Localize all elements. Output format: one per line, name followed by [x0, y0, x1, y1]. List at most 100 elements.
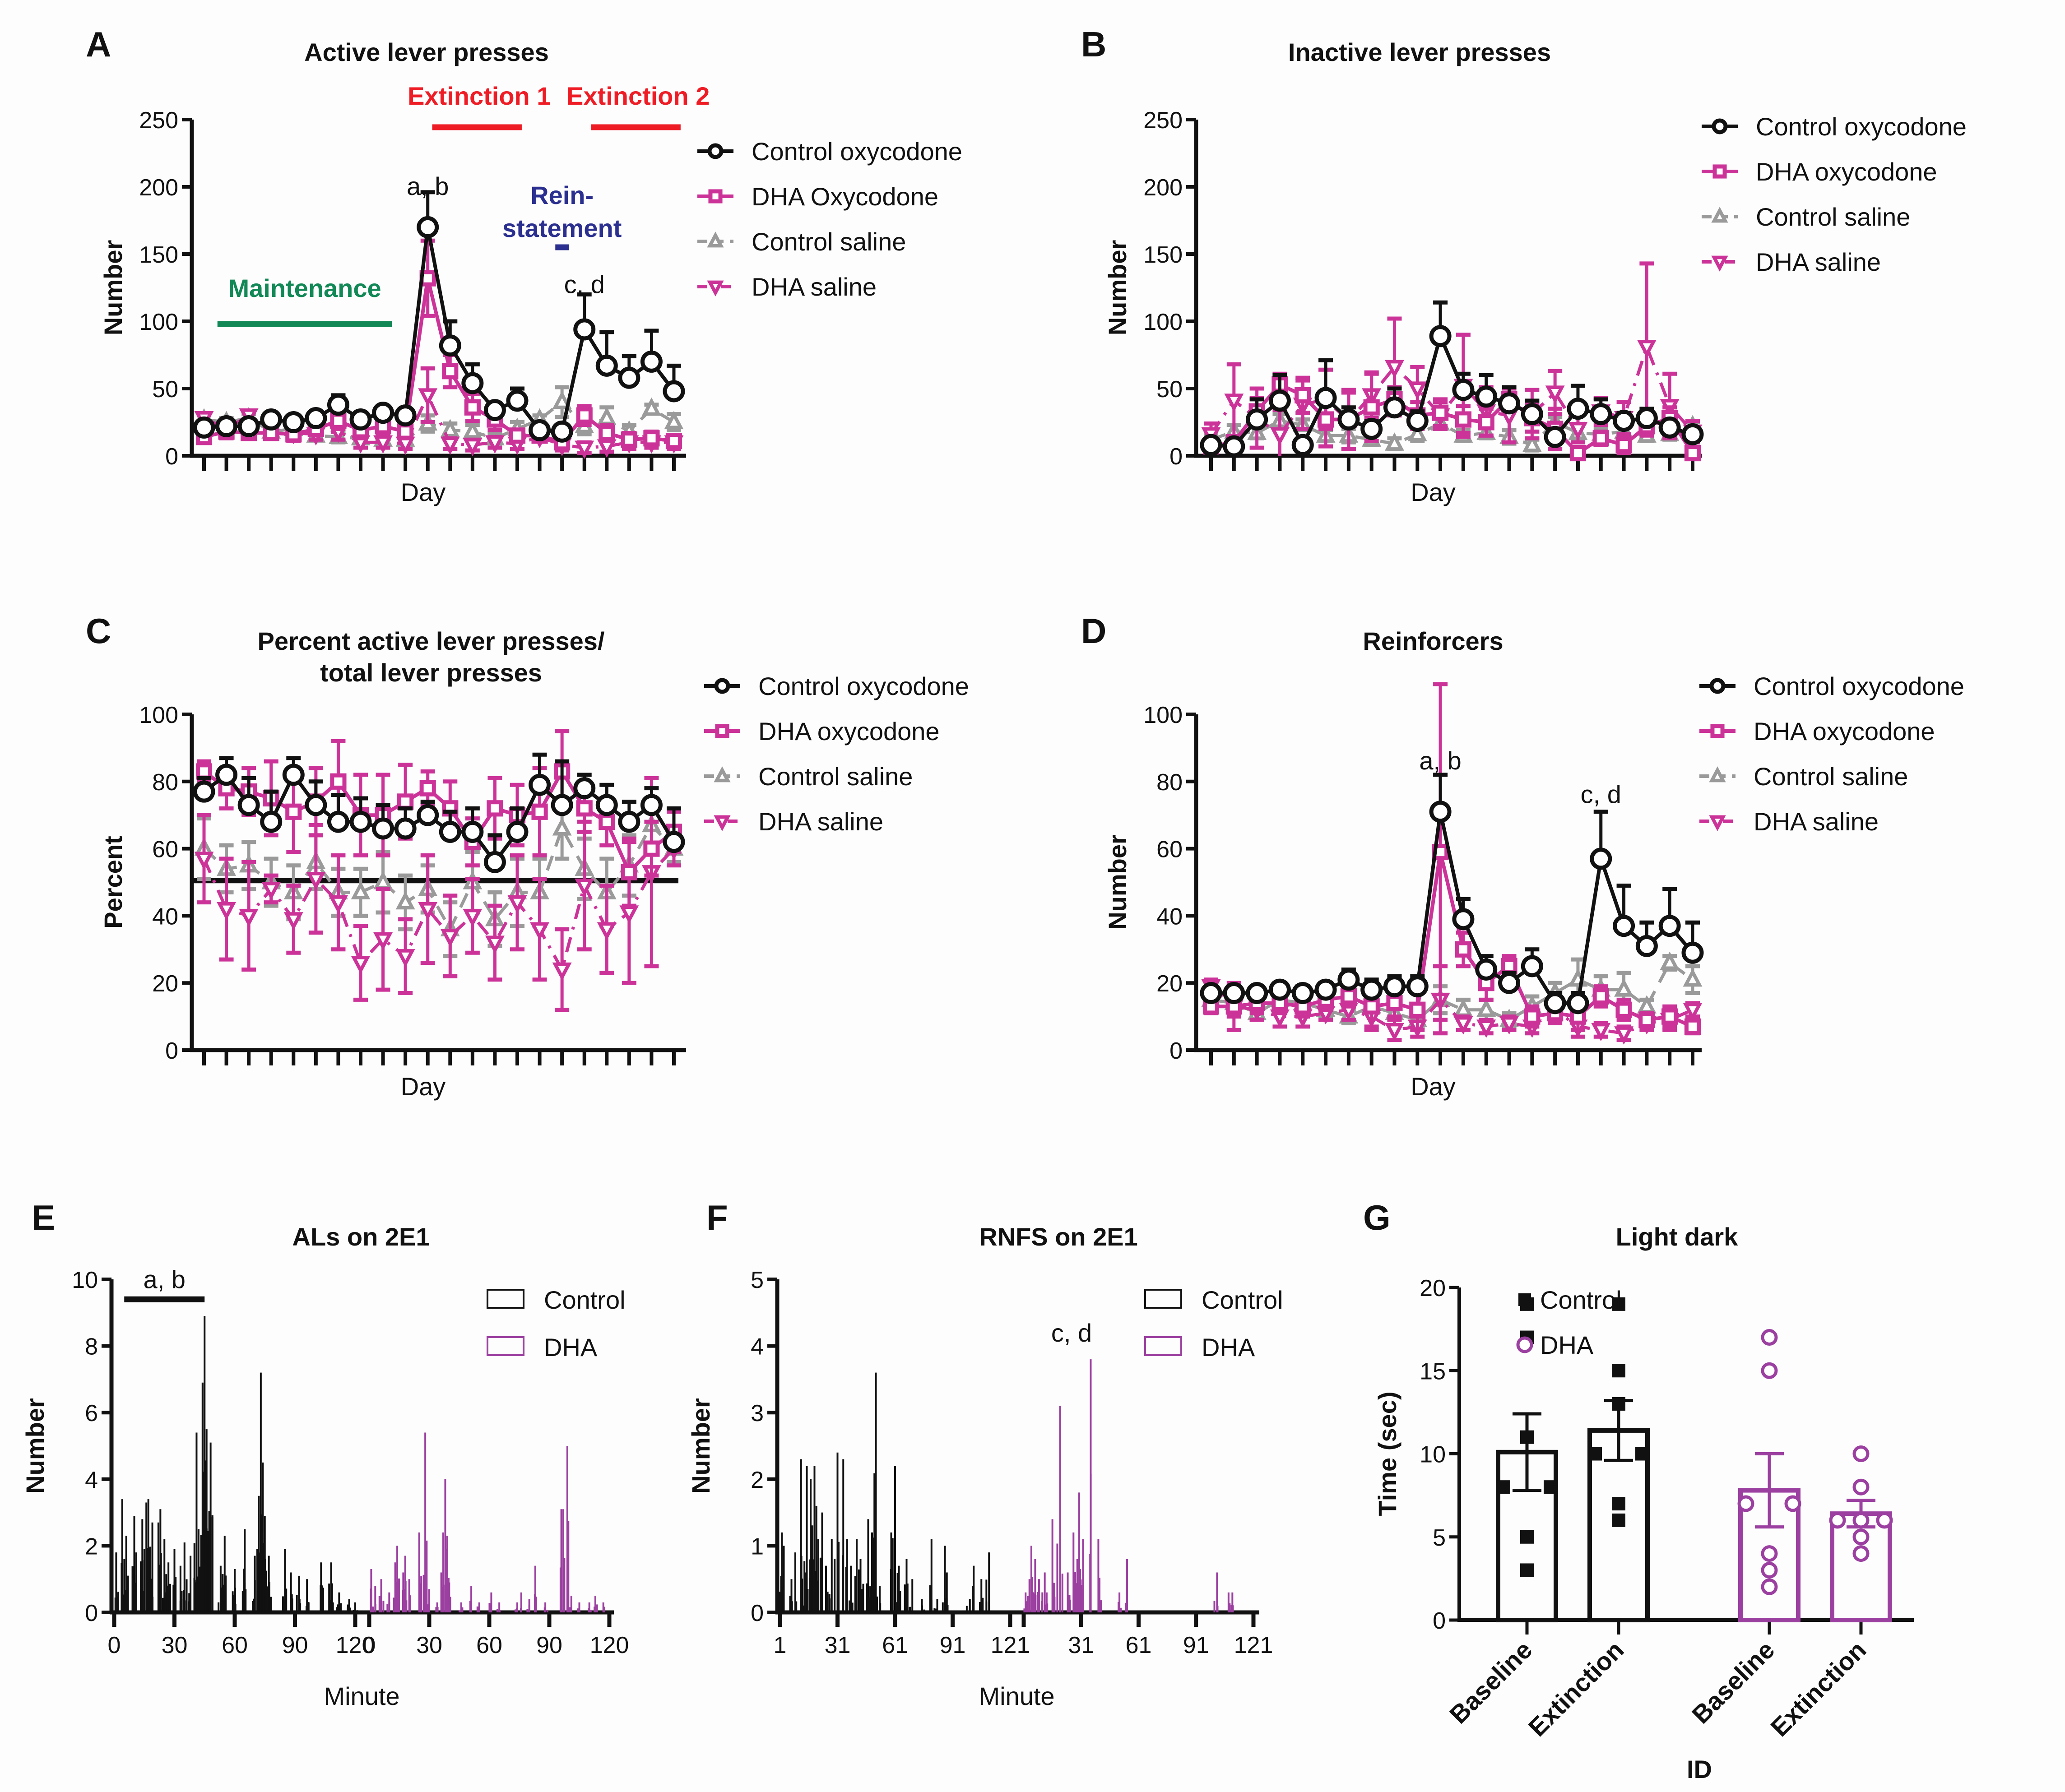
data-point — [483, 399, 506, 421]
legend: Control oxycodone DHA oxycodone Control sa… — [1699, 672, 1964, 836]
axes: 0 50 100 150 200 250 Day Number — [99, 107, 686, 506]
y-tick-label: 80 — [152, 769, 178, 796]
data-point — [282, 411, 305, 433]
legend-label: DHA oxycodone — [758, 717, 940, 746]
legend-marker-icon — [1711, 207, 1728, 223]
data-point — [1684, 1018, 1701, 1035]
series-control-oxycodone — [193, 190, 685, 443]
legend-label: DHA — [544, 1333, 598, 1361]
data-point — [1246, 982, 1268, 1005]
axes: 0 20 40 60 80 100 Day Percent — [99, 702, 686, 1101]
y-tick-label: 5 — [1433, 1525, 1446, 1551]
data-point — [1521, 955, 1543, 977]
y-tick-label: 200 — [1143, 175, 1183, 201]
y-tick-label: 1 — [751, 1533, 764, 1560]
legend-label: DHA saline — [1754, 807, 1879, 836]
data-point — [193, 416, 215, 439]
data-point — [1613, 915, 1635, 937]
data-point — [351, 881, 371, 899]
data-point — [395, 891, 415, 910]
data-point — [372, 817, 394, 840]
legend-swatch-icon — [487, 1336, 524, 1356]
data-point — [621, 431, 637, 448]
data-point — [599, 425, 615, 441]
data-point — [351, 955, 371, 974]
data-point — [506, 820, 529, 843]
y-tick-label: 2 — [751, 1467, 764, 1493]
data-point — [1737, 1495, 1754, 1512]
chart-title: ALs on 2E1 — [292, 1222, 430, 1251]
data-point — [461, 372, 484, 394]
legend-marker-icon — [714, 766, 731, 783]
data-point — [1681, 423, 1704, 445]
data-point — [417, 216, 439, 238]
data-point — [397, 793, 414, 810]
x-tick-label: 0 — [108, 1632, 121, 1658]
series-control — [1496, 1297, 1650, 1622]
series-dha — [1023, 1359, 1234, 1612]
x-tick-label: 61 — [1126, 1632, 1152, 1658]
data-point — [1612, 1397, 1625, 1411]
significance-annotation: a, b — [1419, 746, 1461, 775]
legend-marker-icon — [1712, 118, 1728, 134]
data-point — [1497, 1480, 1510, 1494]
data-point — [1498, 972, 1521, 994]
data-point — [1829, 1512, 1846, 1529]
data-point — [507, 895, 527, 914]
legend-square-icon — [1518, 1293, 1531, 1306]
legend-label: Control saline — [752, 227, 906, 256]
chart-title: Reinforcers — [1363, 627, 1503, 655]
x-tick-label: 1 — [774, 1632, 787, 1658]
panel-label: A — [86, 24, 111, 64]
series-control — [778, 1372, 990, 1612]
legend-marker-icon — [714, 815, 731, 831]
data-point — [328, 895, 348, 914]
data-point — [237, 794, 260, 816]
data-point — [573, 777, 596, 800]
x-tick-label: 121 — [991, 1632, 1030, 1658]
data-point — [1478, 414, 1494, 431]
data-point — [1455, 941, 1472, 958]
data-point — [1761, 1561, 1778, 1579]
data-point — [1291, 434, 1314, 456]
legend-label: DHA — [1202, 1333, 1255, 1361]
legend: Control oxycodone DHA oxycodone Control sa… — [704, 672, 969, 836]
y-tick-label: 40 — [1156, 903, 1183, 930]
data-point — [1452, 908, 1475, 931]
legend-marker-icon — [1710, 724, 1725, 738]
phase-label-line-1: Rein- — [530, 181, 594, 209]
series-line — [1211, 383, 1694, 455]
data-point — [1363, 998, 1380, 1015]
data-point — [640, 350, 663, 373]
data-point — [595, 794, 618, 816]
series-line — [1211, 850, 1694, 1028]
data-point — [1590, 403, 1612, 426]
data-point — [576, 407, 593, 424]
series-control-oxycodone — [1200, 773, 1704, 1014]
y-tick-label: 200 — [139, 175, 178, 201]
legend-label: Control saline — [1754, 762, 1908, 791]
data-point — [1291, 982, 1314, 1005]
x-tick-label: 91 — [1183, 1632, 1209, 1658]
data-point — [394, 817, 417, 840]
legend-label: DHA oxycodone — [1754, 717, 1935, 746]
y-tick-label: 150 — [139, 242, 178, 268]
data-point — [1681, 941, 1704, 964]
axes: 0 20 40 60 80 100 Day Number — [1103, 702, 1702, 1101]
data-point — [487, 800, 503, 817]
y-tick-label: 0 — [1169, 1038, 1183, 1064]
y-axis-title: Number — [687, 1398, 715, 1494]
data-point — [305, 794, 327, 816]
x-tick-label: 31 — [1068, 1632, 1094, 1658]
y-tick-label: 100 — [139, 702, 178, 728]
series-line — [204, 225, 676, 434]
data-point — [1614, 978, 1634, 997]
y-tick-label: 6 — [85, 1400, 98, 1426]
x-tick-label: 121 — [1234, 1632, 1273, 1658]
legend-marker-icon — [707, 280, 724, 296]
data-point — [1270, 427, 1290, 446]
data-point — [1455, 411, 1472, 428]
panel-d: D Reinforcers 0 20 40 60 80 100 Day Number Contr… — [1081, 611, 1964, 1101]
panel-label: B — [1081, 24, 1106, 64]
